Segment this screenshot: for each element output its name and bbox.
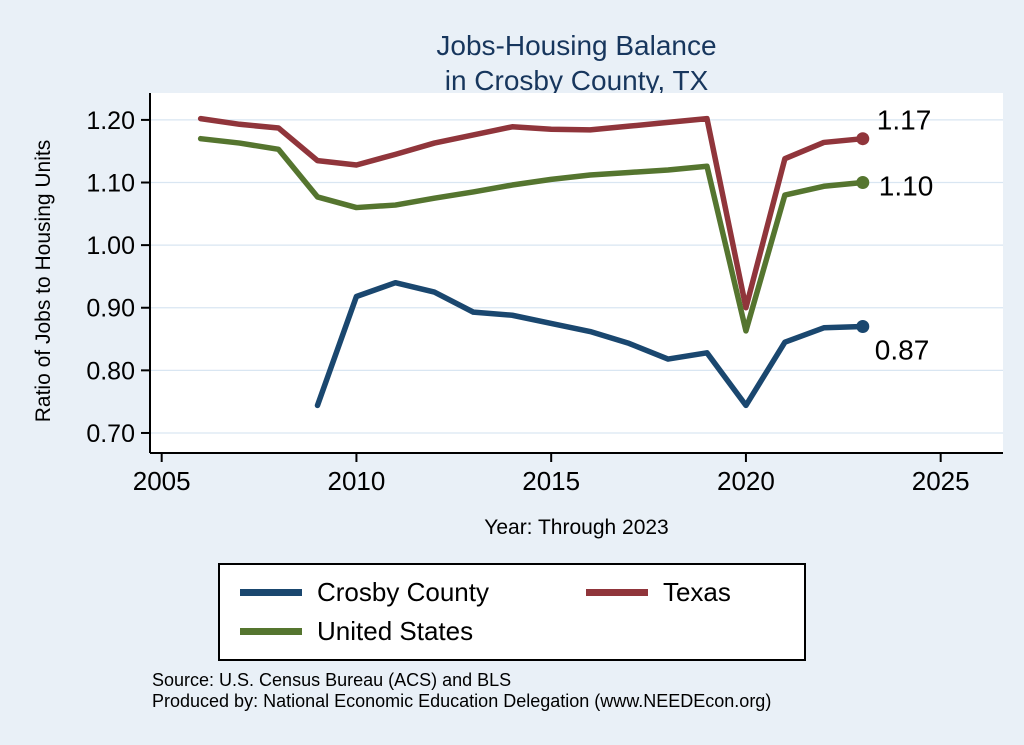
y-tick-label: 1.20 — [86, 107, 135, 135]
x-axis-caption: Year: Through 2023 — [484, 516, 669, 539]
series-line-crosby-county — [314, 279, 866, 409]
series-line-united-states — [197, 135, 866, 334]
x-tick-label: 2005 — [133, 466, 191, 496]
series-endpoint-texas — [856, 132, 870, 146]
legend: Crosby County Texas United States — [218, 563, 806, 661]
y-tick-label: 1.10 — [86, 170, 135, 198]
legend-label-united-states: United States — [317, 616, 474, 646]
x-tick-label: 2015 — [522, 466, 580, 496]
legend-swatch-texas — [585, 589, 648, 596]
end-label-united-states: 1.10 — [879, 171, 934, 202]
legend-label-crosby-county: Crosby County — [317, 577, 489, 607]
legend-swatch-crosby-county — [240, 589, 302, 596]
source-line: Source: U.S. Census Bureau (ACS) and BLS — [152, 670, 512, 690]
chart-title-line2: in Crosby County, TX — [444, 65, 709, 96]
plot-background — [150, 93, 1003, 453]
legend-label-texas: Texas — [662, 577, 731, 607]
x-tick-label: 2020 — [717, 466, 775, 496]
y-tick-label: 1.00 — [86, 232, 135, 260]
series-endpoint-united-states — [856, 176, 870, 190]
series-endpoint-crosby-county — [856, 320, 870, 334]
y-tick-label: 0.90 — [86, 295, 135, 323]
plot-area: 0.70 0.80 0.90 1.00 1.10 1.20 2005 2010 2015 2020… — [86, 93, 1003, 496]
end-label-crosby-county: 0.87 — [875, 335, 930, 366]
legend-swatch-united-states — [240, 628, 302, 635]
chart-title: Jobs-Housing Balance in Crosby County, T… — [150, 28, 1003, 98]
chart-title-line1: Jobs-Housing Balance — [436, 30, 717, 61]
x-tick-label: 2025 — [912, 466, 970, 496]
legend-item-united-states: United States — [240, 616, 531, 647]
x-tick-label: 2010 — [328, 466, 386, 496]
y-tick-label: 0.70 — [86, 420, 135, 448]
end-label-texas: 1.17 — [877, 105, 932, 136]
produced-by-line: Produced by: National Economic Education… — [152, 691, 772, 711]
source-note: Source: U.S. Census Bureau (ACS) and BLS… — [152, 670, 771, 712]
y-tick-label: 0.80 — [86, 357, 135, 385]
legend-item-crosby-county: Crosby County — [240, 577, 531, 608]
series-line-texas — [197, 115, 866, 311]
legend-item-texas: Texas — [585, 577, 784, 608]
